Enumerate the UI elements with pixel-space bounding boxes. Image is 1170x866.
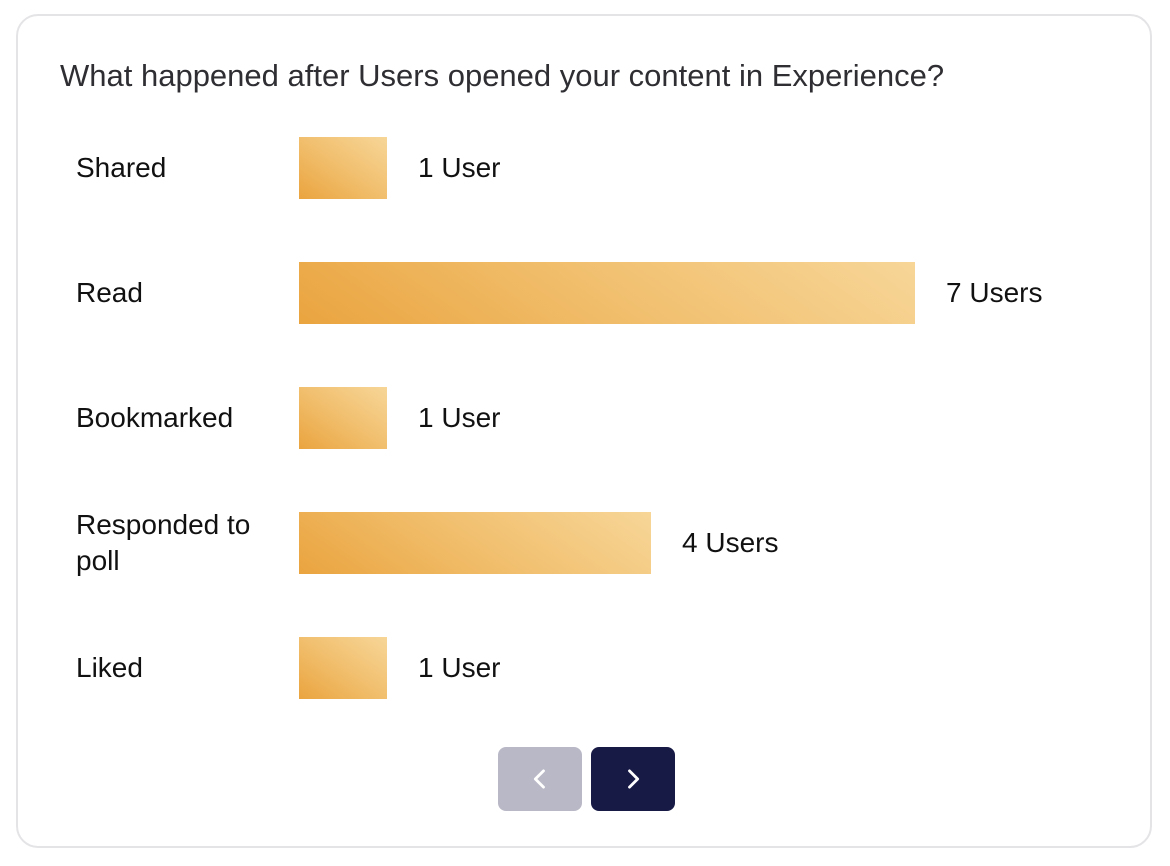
category-label: Shared (76, 152, 167, 183)
bar (299, 137, 387, 199)
pagination (18, 747, 1150, 811)
bar-row: Bookmarked 1 User (18, 387, 1150, 449)
value-label: 1 User (418, 652, 501, 683)
bar-row: Read 7 Users (18, 262, 1150, 324)
next-page-button[interactable] (591, 747, 675, 811)
value-label: 1 User (418, 152, 501, 183)
bar-row: Shared 1 User (18, 137, 1150, 199)
previous-page-button[interactable] (498, 747, 582, 811)
chevron-left-icon (533, 769, 545, 789)
bar (299, 262, 915, 324)
bar (299, 637, 387, 699)
chart-card: What happened after Users opened your co… (16, 14, 1152, 848)
value-label: 1 User (418, 402, 501, 433)
category-label: Liked (76, 652, 143, 683)
category-label: Read (76, 277, 143, 308)
bar (299, 387, 387, 449)
bar (299, 512, 651, 574)
chart-title: What happened after Users opened your co… (60, 58, 945, 93)
bar-row: Responded to poll 4 Users (18, 509, 1150, 576)
category-label: Bookmarked (76, 402, 234, 433)
category-label: Responded to poll (76, 509, 251, 576)
value-label: 7 Users (946, 277, 1043, 308)
value-label: 4 Users (682, 527, 779, 558)
chevron-right-icon (628, 769, 640, 789)
bar-row: Liked 1 User (18, 637, 1150, 699)
